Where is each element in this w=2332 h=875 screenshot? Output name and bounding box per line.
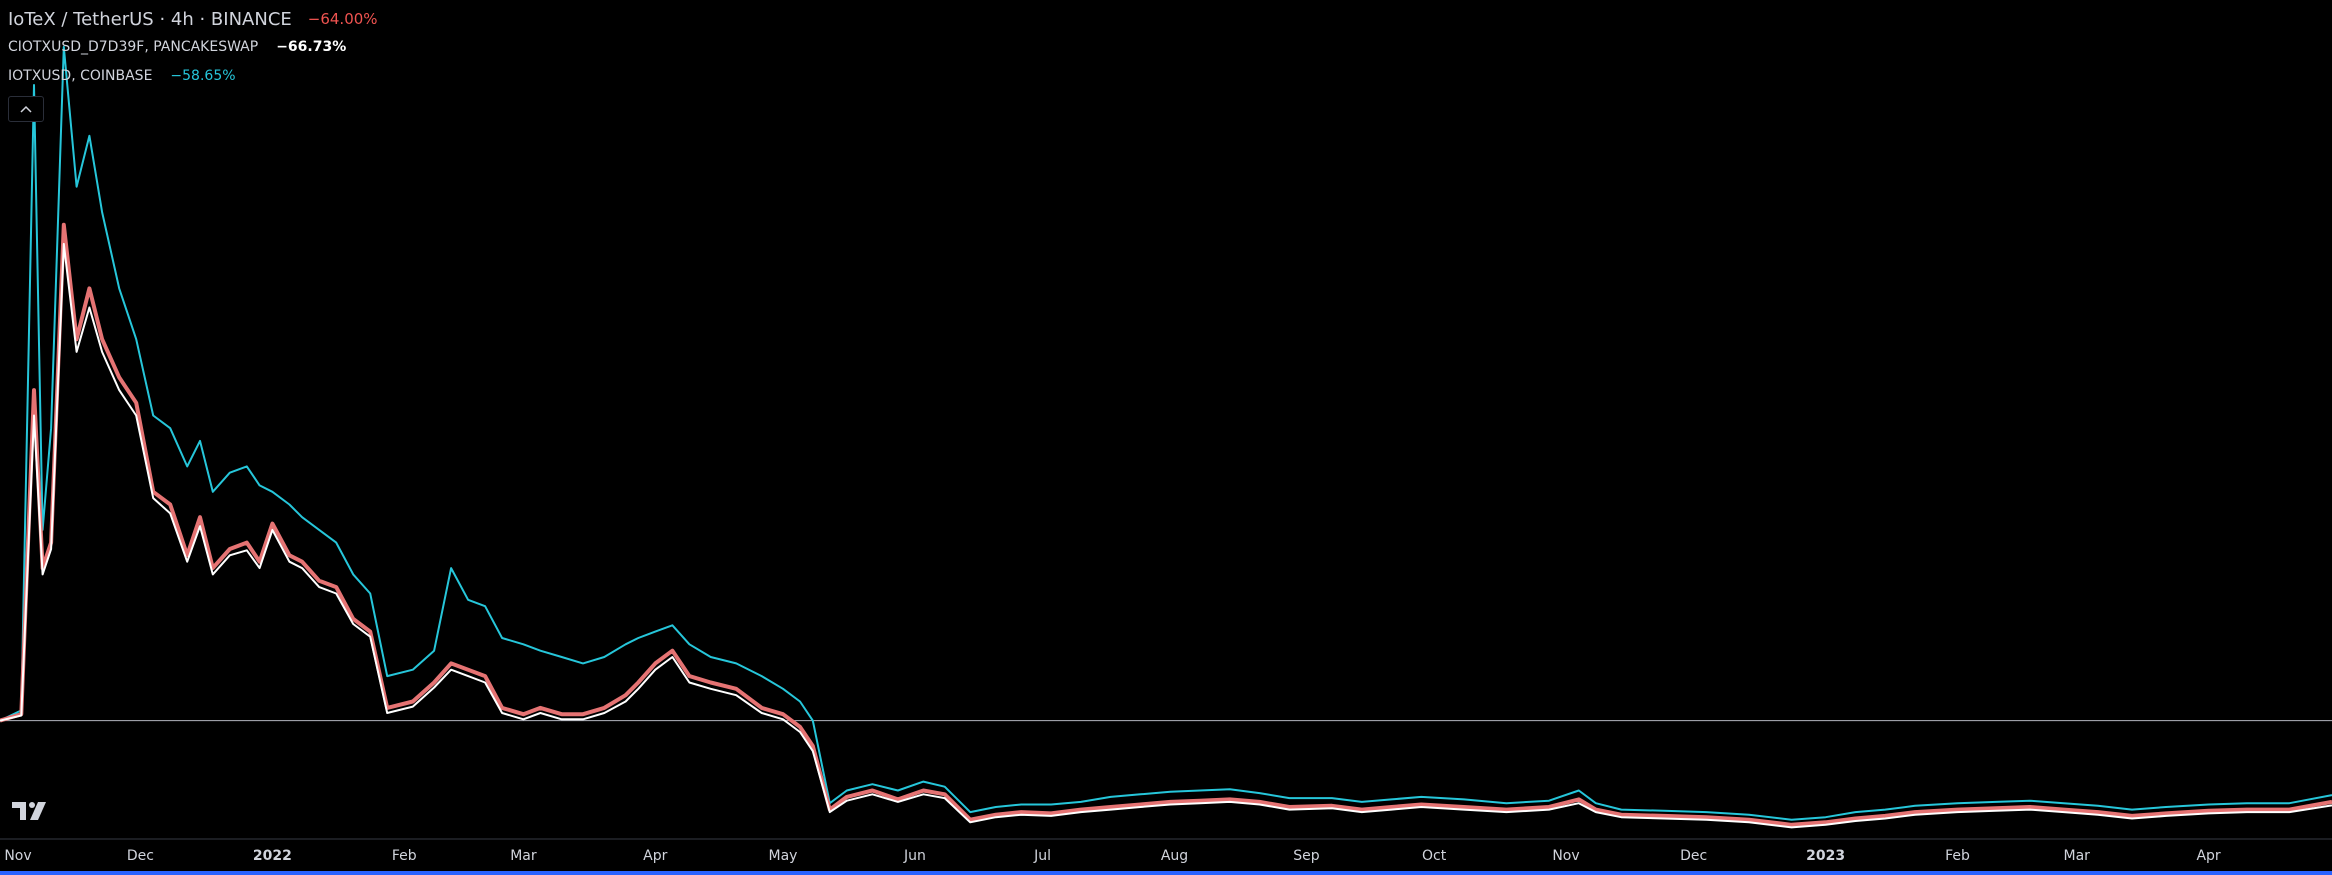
tradingview-logo-icon[interactable] bbox=[12, 800, 52, 826]
series-layer bbox=[0, 45, 2332, 829]
time-axis-tick-label: Dec bbox=[127, 848, 154, 864]
legend-compare-row-coinbase[interactable]: IOTXUSD, COINBASE −58.65% bbox=[8, 61, 378, 90]
series-line-coinbase bbox=[0, 45, 2332, 821]
time-axis-tick-label: Nov bbox=[4, 848, 31, 864]
time-axis-tick-label: Apr bbox=[2196, 848, 2220, 864]
time-axis-tick-label: Jun bbox=[903, 848, 926, 864]
time-axis-tick-label: Dec bbox=[1680, 848, 1707, 864]
compare-symbol-label: IOTXUSD, COINBASE bbox=[8, 67, 153, 84]
legend-main-row[interactable]: IoTeX / TetherUS · 4h · BINANCE −64.00% bbox=[8, 6, 378, 32]
time-axis-tick-label: Aug bbox=[1161, 848, 1188, 864]
time-axis-tick-label: Jul bbox=[1033, 848, 1051, 864]
compare-symbol-label: CIOTXUSD_D7D39F, PANCAKESWAP bbox=[8, 38, 259, 55]
legend-compare-row-pancakeswap[interactable]: CIOTXUSD_D7D39F, PANCAKESWAP −66.73% bbox=[8, 32, 378, 61]
main-symbol-label: IoTeX / TetherUS · 4h · BINANCE bbox=[8, 8, 292, 30]
tradingview-logo-icon bbox=[12, 802, 46, 820]
time-axis-tick-label: Apr bbox=[643, 848, 667, 864]
compare-change-value: −58.65% bbox=[170, 67, 236, 84]
main-change-value: −64.00% bbox=[307, 10, 378, 28]
time-axis-tick-label: 2022 bbox=[253, 848, 292, 864]
time-axis-tick-label: Mar bbox=[2063, 848, 2090, 864]
time-axis-tick-label: Mar bbox=[510, 848, 537, 864]
time-axis-tick-label: Feb bbox=[392, 848, 417, 864]
time-axis-tick-label: Feb bbox=[1945, 848, 1970, 864]
time-axis-tick-label: May bbox=[769, 848, 798, 864]
time-axis-tick-label: Nov bbox=[1552, 848, 1579, 864]
legend: IoTeX / TetherUS · 4h · BINANCE −64.00% … bbox=[8, 6, 378, 90]
time-axis-tick-label: 2023 bbox=[1806, 848, 1845, 864]
collapse-legend-button[interactable] bbox=[8, 96, 44, 122]
time-axis-tick-label: Oct bbox=[1422, 848, 1447, 864]
series-line-binance bbox=[0, 222, 2332, 827]
time-axis-tick-label: Sep bbox=[1293, 848, 1320, 864]
compare-change-value: −66.73% bbox=[276, 38, 347, 55]
time-axis[interactable]: Nov Dec 2022 Feb Mar Apr May Jun Jul Aug Sep Oct Nov… bbox=[4, 848, 2221, 864]
bottom-highlight-bar bbox=[0, 871, 2332, 875]
chevron-up-icon bbox=[20, 105, 32, 113]
series-line-pancakeswap bbox=[0, 242, 2332, 829]
